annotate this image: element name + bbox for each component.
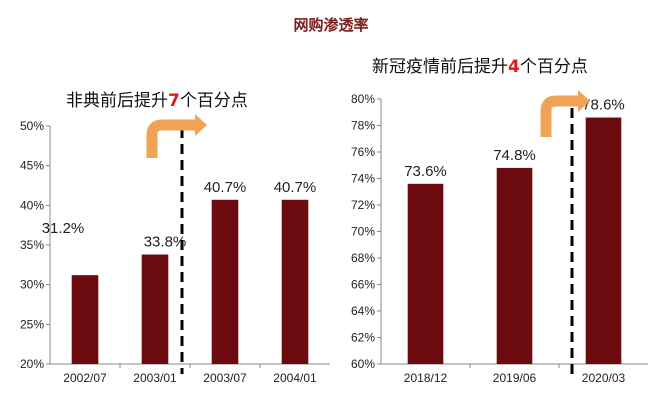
left-bar xyxy=(71,275,99,364)
left-value-label: 40.7% xyxy=(274,179,317,196)
right-title-prefix: 新冠疫情前后提升 xyxy=(372,57,508,77)
right-value-label: 78.6% xyxy=(582,97,625,114)
right-y-tick-label: 80% xyxy=(351,92,375,106)
right-bar xyxy=(585,117,622,364)
right-y-tick-label: 60% xyxy=(351,357,375,371)
left-value-label: 40.7% xyxy=(204,179,247,196)
left-title-suffix: 个百分点 xyxy=(179,91,248,111)
left-y-tick-label: 40% xyxy=(20,198,44,212)
left-title-prefix: 非典前后提升 xyxy=(66,91,168,111)
right-y-tick-label: 72% xyxy=(351,198,375,212)
right-x-tick-label: 2019/06 xyxy=(493,371,537,385)
left-arrow-shaft xyxy=(146,119,197,158)
right-value-label: 73.6% xyxy=(404,163,447,180)
right-chart-title: 新冠疫情前后提升4个百分点 xyxy=(372,52,588,77)
left-y-tick-label: 20% xyxy=(20,357,44,371)
left-x-tick-label: 2002/07 xyxy=(63,371,107,385)
left-x-tick-label: 2003/07 xyxy=(203,371,247,385)
left-y-tick-label: 45% xyxy=(20,159,44,173)
left-arrow-head xyxy=(195,114,207,136)
left-bar xyxy=(141,254,169,364)
left-bar xyxy=(281,199,309,364)
right-y-tick-label: 68% xyxy=(351,251,375,265)
right-title-number: 4 xyxy=(508,57,520,77)
right-x-tick-label: 2018/12 xyxy=(404,371,448,385)
right-y-tick-label: 66% xyxy=(351,278,375,292)
right-x-tick-label: 2020/03 xyxy=(582,371,626,385)
right-bar xyxy=(407,183,444,364)
left-value-label: 33.8% xyxy=(144,234,187,251)
left-bar xyxy=(211,199,239,364)
left-x-tick-label: 2003/01 xyxy=(133,371,177,385)
left-y-tick-label: 25% xyxy=(20,317,44,331)
right-y-tick-label: 64% xyxy=(351,304,375,318)
left-y-tick-label: 35% xyxy=(20,238,44,252)
right-arrow-head xyxy=(578,90,590,112)
figure-title: 网购渗透率 xyxy=(293,16,369,34)
left-title-number: 7 xyxy=(168,91,180,111)
left-chart-title: 非典前后提升7个百分点 xyxy=(66,86,248,111)
right-arrow-shaft xyxy=(540,95,580,137)
left-y-tick-label: 50% xyxy=(20,119,44,133)
right-value-label: 74.8% xyxy=(493,147,536,164)
left-y-tick-label: 30% xyxy=(20,278,44,292)
right-bar xyxy=(496,167,533,364)
right-y-tick-label: 74% xyxy=(351,172,375,186)
right-y-tick-label: 76% xyxy=(351,145,375,159)
left-x-tick-label: 2004/01 xyxy=(273,371,317,385)
right-title-suffix: 个百分点 xyxy=(519,57,588,77)
right-y-tick-label: 78% xyxy=(351,119,375,133)
right-y-tick-label: 70% xyxy=(351,225,375,239)
left-value-label: 31.2% xyxy=(42,220,85,237)
right-y-tick-label: 62% xyxy=(351,331,375,345)
